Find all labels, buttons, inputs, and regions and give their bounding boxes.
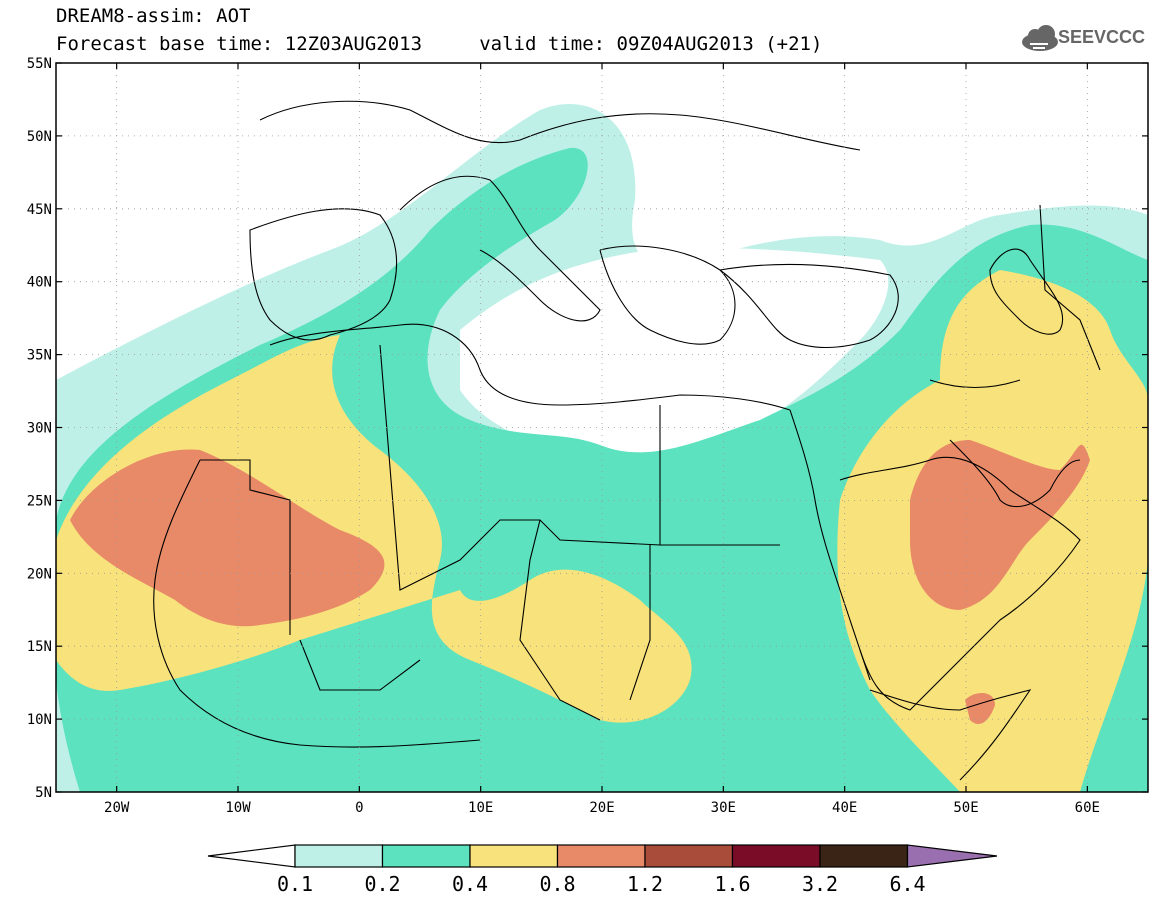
colorbar-under-arrow [207,844,296,868]
lon-tick-label: 20W [104,800,130,816]
colorbar-segment [556,844,646,868]
lat-tick-label: 5N [35,785,52,801]
lon-tick-label: 30E [711,800,736,816]
map-title: DREAM8-assim: AOT [56,5,251,27]
lon-tick-label: 60E [1075,800,1100,816]
logo-text: SEEVCCC [1058,27,1146,47]
coastlines [153,100,1101,781]
colorbar: 0.1 0.2 0.4 0.8 1.2 1.6 3.2 6.4 [207,844,998,896]
lat-tick-label: 20N [27,566,52,582]
colorbar-segment [294,844,384,868]
colorbar-label: 0.2 [364,872,400,896]
colorbar-over-arrow [906,844,998,868]
seevccc-logo [1022,25,1058,51]
lat-tick-label: 40N [27,275,52,291]
lon-tick-label: 0 [355,800,363,816]
forecast-time-subtitle: Forecast base time: 12Z03AUG2013 valid t… [56,33,823,55]
lat-tick-label: 30N [27,421,52,437]
aot-contour-0.4 [56,335,692,723]
colorbar-segment [819,844,909,868]
colorbar-segment [644,844,734,868]
colorbar-label: 1.6 [714,872,750,896]
lon-tick-label: 10E [468,800,493,816]
colorbar-label: 6.4 [889,872,925,896]
lon-tick-label: 40E [832,800,857,816]
lat-tick-label: 50N [27,129,52,145]
graticule [56,63,1148,792]
lat-tick-label: 10N [27,712,52,728]
lat-tick-label: 15N [27,639,52,655]
lon-tick-label: 10W [225,800,251,816]
colorbar-label: 1.2 [627,872,663,896]
aot-field [56,63,1148,792]
colorbar-segment [731,844,821,868]
lat-tick-label: 45N [27,202,52,218]
colorbar-label: 3.2 [802,872,838,896]
colorbar-segment [381,844,471,868]
lon-tick-label: 50E [953,800,978,816]
lat-tick-label: 55N [27,56,52,72]
colorbar-label: 0.4 [452,872,488,896]
colorbar-label: 0.8 [539,872,575,896]
lon-tick-label: 20E [589,800,614,816]
axis-ticks: 55N 50N 45N 40N 35N 30N 25N 20N 15N 10N 5N 20W 10W 0 1… [27,56,1148,816]
lat-tick-label: 25N [27,493,52,509]
aot-contour-0.8 [70,449,385,627]
lat-tick-label: 35N [27,348,52,364]
colorbar-segment [469,844,559,868]
colorbar-label: 0.1 [277,872,313,896]
cloud-icon [1022,25,1058,51]
